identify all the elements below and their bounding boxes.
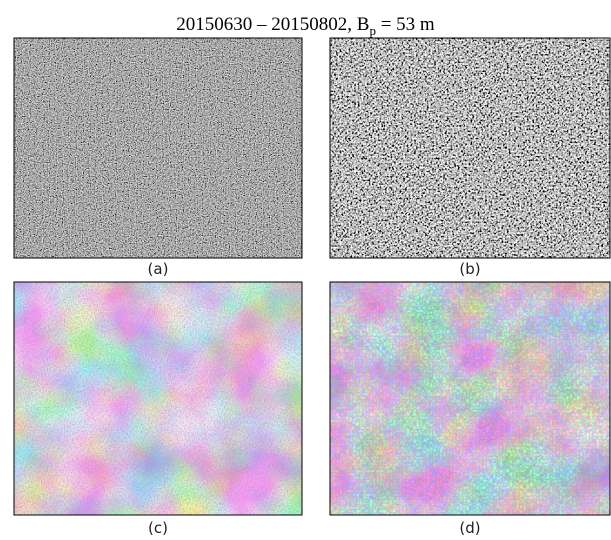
coherence-image: [14, 38, 302, 258]
coherence-image: [330, 38, 610, 258]
panel-label: (c): [148, 519, 168, 537]
panel-label: (d): [459, 519, 480, 537]
panel-b: [330, 38, 610, 258]
panel-label: (a): [148, 260, 169, 278]
panel-label: (b): [459, 260, 480, 278]
interferogram-image: [14, 282, 302, 515]
interferogram-image: [330, 282, 610, 515]
page: 20150630 – 20150802, Bp = 53 m: [0, 0, 611, 540]
panel-c: [14, 282, 302, 515]
figure: (a) (b) (c) (d): [0, 0, 611, 540]
panel-a: [14, 38, 302, 258]
panel-d: [330, 282, 610, 515]
